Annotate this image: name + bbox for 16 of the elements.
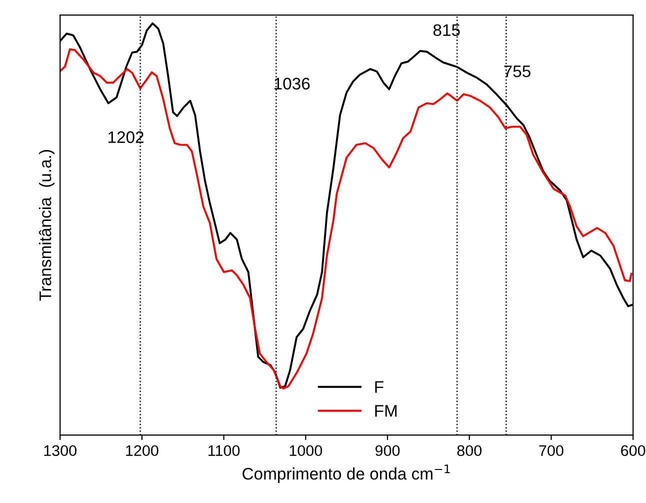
legend-label: FM — [375, 405, 397, 417]
x-tick-label: 1200 — [126, 445, 158, 456]
ref-line-label: 755 — [504, 66, 530, 78]
legend-label: F — [375, 381, 384, 393]
ref-line-label: 815 — [433, 24, 460, 36]
x-tick-label: 1300 — [44, 445, 76, 456]
y-axis-title: Transmitância (u.a.) — [38, 150, 55, 301]
x-tick-label: 800 — [457, 445, 482, 456]
x-tick-label: 700 — [539, 445, 564, 456]
x-tick-label: 1000 — [290, 445, 322, 456]
x-tick-label: 1100 — [208, 445, 240, 456]
x-tick-label: 600 — [621, 445, 646, 456]
x-axis-title: Comprimento de onda cm$^{−1}$ — [242, 464, 450, 483]
x-tick-label: 900 — [375, 445, 400, 456]
ref-line-label: 1036 — [274, 78, 310, 90]
ref-line-label: 1202 — [108, 131, 144, 144]
